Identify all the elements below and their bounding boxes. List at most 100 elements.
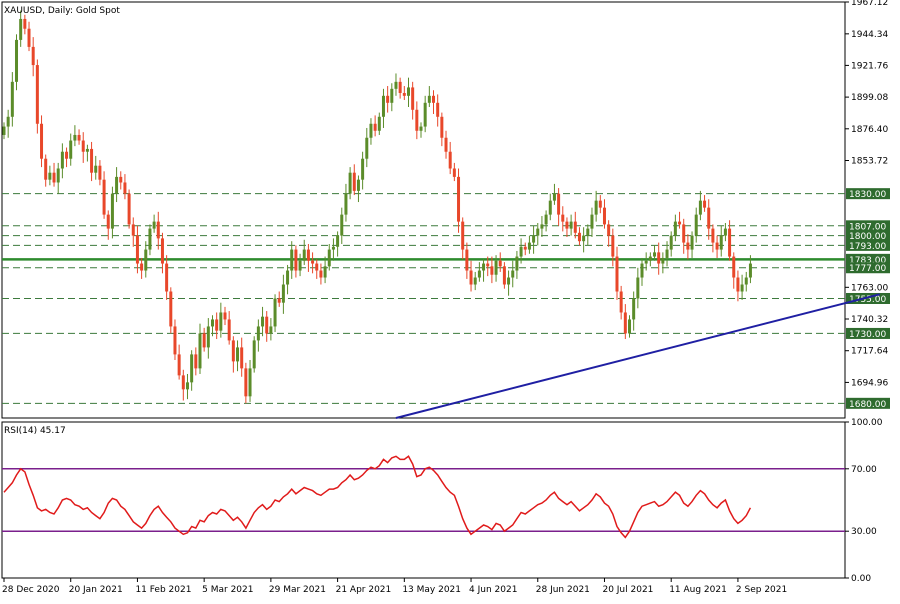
candle-body — [698, 200, 702, 215]
candle-body — [81, 140, 85, 152]
price-level-label: 1783.00 — [849, 256, 886, 266]
candle-body — [490, 266, 494, 275]
rsi-y-tick-label: 70.00 — [851, 465, 877, 475]
candle-body — [102, 179, 106, 215]
candle-body — [356, 179, 360, 191]
candle-body — [344, 193, 348, 215]
candle-body — [632, 298, 636, 320]
candle-body — [427, 95, 431, 103]
x-tick-label: 28 Jun 2021 — [536, 585, 590, 595]
candle-body — [31, 46, 35, 66]
candle-body — [657, 252, 661, 264]
candle-body — [515, 256, 519, 271]
candle-body — [160, 238, 164, 264]
candle-body — [611, 235, 615, 257]
price-y-tick-label: 1717.64 — [851, 347, 888, 357]
candle-body — [748, 263, 752, 278]
candle-body — [206, 326, 210, 348]
candle-body — [457, 176, 461, 222]
x-tick-label: 5 Mar 2021 — [202, 585, 253, 595]
candle-body — [461, 221, 465, 250]
candle-body — [527, 242, 531, 250]
candle-body — [106, 214, 110, 229]
candle-body — [265, 316, 269, 334]
rsi-indicator-label: RSI(14) 45.17 — [4, 426, 66, 436]
candle-body — [311, 260, 315, 264]
candle-body — [565, 221, 569, 229]
candle-body — [436, 102, 440, 117]
candle-body — [240, 347, 244, 369]
candle-body — [669, 235, 673, 250]
candle-body — [711, 228, 715, 243]
candle-body — [415, 109, 419, 131]
price-level-label: 1730.00 — [849, 330, 886, 340]
price-level-badge — [846, 262, 890, 274]
candle-body — [728, 228, 732, 257]
candle-body — [252, 340, 256, 369]
candle-body — [648, 256, 652, 261]
candle-body — [110, 193, 114, 229]
candle-body — [607, 224, 611, 236]
candle-body — [736, 277, 740, 292]
candle-body — [569, 221, 573, 229]
candle-body — [723, 228, 727, 236]
candle-body — [386, 95, 390, 103]
candle-body — [27, 28, 31, 47]
price-level-badge — [846, 292, 890, 304]
candle-body — [502, 266, 506, 285]
price-level-label: 1755.00 — [849, 295, 886, 305]
candle-body — [256, 326, 260, 341]
candle-body — [694, 214, 698, 236]
candle-body — [719, 235, 723, 250]
price-level-badge — [846, 188, 890, 200]
price-level-badge — [846, 230, 890, 242]
candle-body — [140, 263, 144, 271]
candle-body — [281, 284, 285, 303]
candle-body — [331, 246, 335, 250]
candle-body — [402, 93, 406, 96]
candle-body — [640, 263, 644, 278]
candle-body — [202, 333, 206, 348]
candle-body — [152, 221, 156, 229]
candle-body — [377, 116, 381, 131]
candle-body — [40, 123, 44, 159]
candle-body — [85, 148, 89, 152]
candle-body — [398, 81, 402, 94]
candle-body — [340, 214, 344, 236]
candle-body — [473, 277, 477, 285]
price-level-badge — [846, 397, 890, 409]
candle-body — [552, 193, 556, 201]
candle-body — [482, 263, 486, 271]
candle-body — [144, 249, 148, 271]
candle-body — [365, 137, 369, 159]
candle-body — [2, 126, 6, 135]
candle-body — [194, 354, 198, 369]
candle-body — [623, 312, 627, 334]
candle-body — [190, 354, 194, 383]
candle-body — [682, 224, 686, 243]
rsi-panel: 100.00 70.00 30.00 0.00 — [1, 418, 883, 584]
candle-body — [211, 319, 214, 327]
candle-body — [619, 291, 623, 313]
candle-body — [561, 214, 565, 222]
price-y-tick-label: 1967.12 — [851, 0, 888, 8]
candle-body — [94, 165, 98, 173]
candle-body — [73, 134, 77, 141]
price-level-badge — [846, 253, 890, 265]
candle-body — [511, 270, 515, 278]
candle-body — [65, 151, 69, 159]
candle-body — [536, 228, 540, 236]
price-level-badge — [846, 327, 890, 339]
price-y-tick-label: 1921.76 — [851, 61, 888, 71]
candle-body — [185, 382, 189, 390]
rsi-y-tick-label: 100.00 — [851, 418, 883, 428]
price-level-label: 1793.00 — [849, 242, 886, 252]
candle-body — [465, 249, 469, 271]
candle-body — [352, 172, 356, 191]
x-tick-label: 13 May 2021 — [402, 585, 461, 595]
x-tick-label: 11 Feb 2021 — [135, 585, 191, 595]
candle-body — [477, 270, 481, 278]
candle-body — [586, 228, 590, 236]
rsi-y-tick-label: 30.00 — [851, 527, 877, 537]
candle-body — [573, 221, 577, 233]
